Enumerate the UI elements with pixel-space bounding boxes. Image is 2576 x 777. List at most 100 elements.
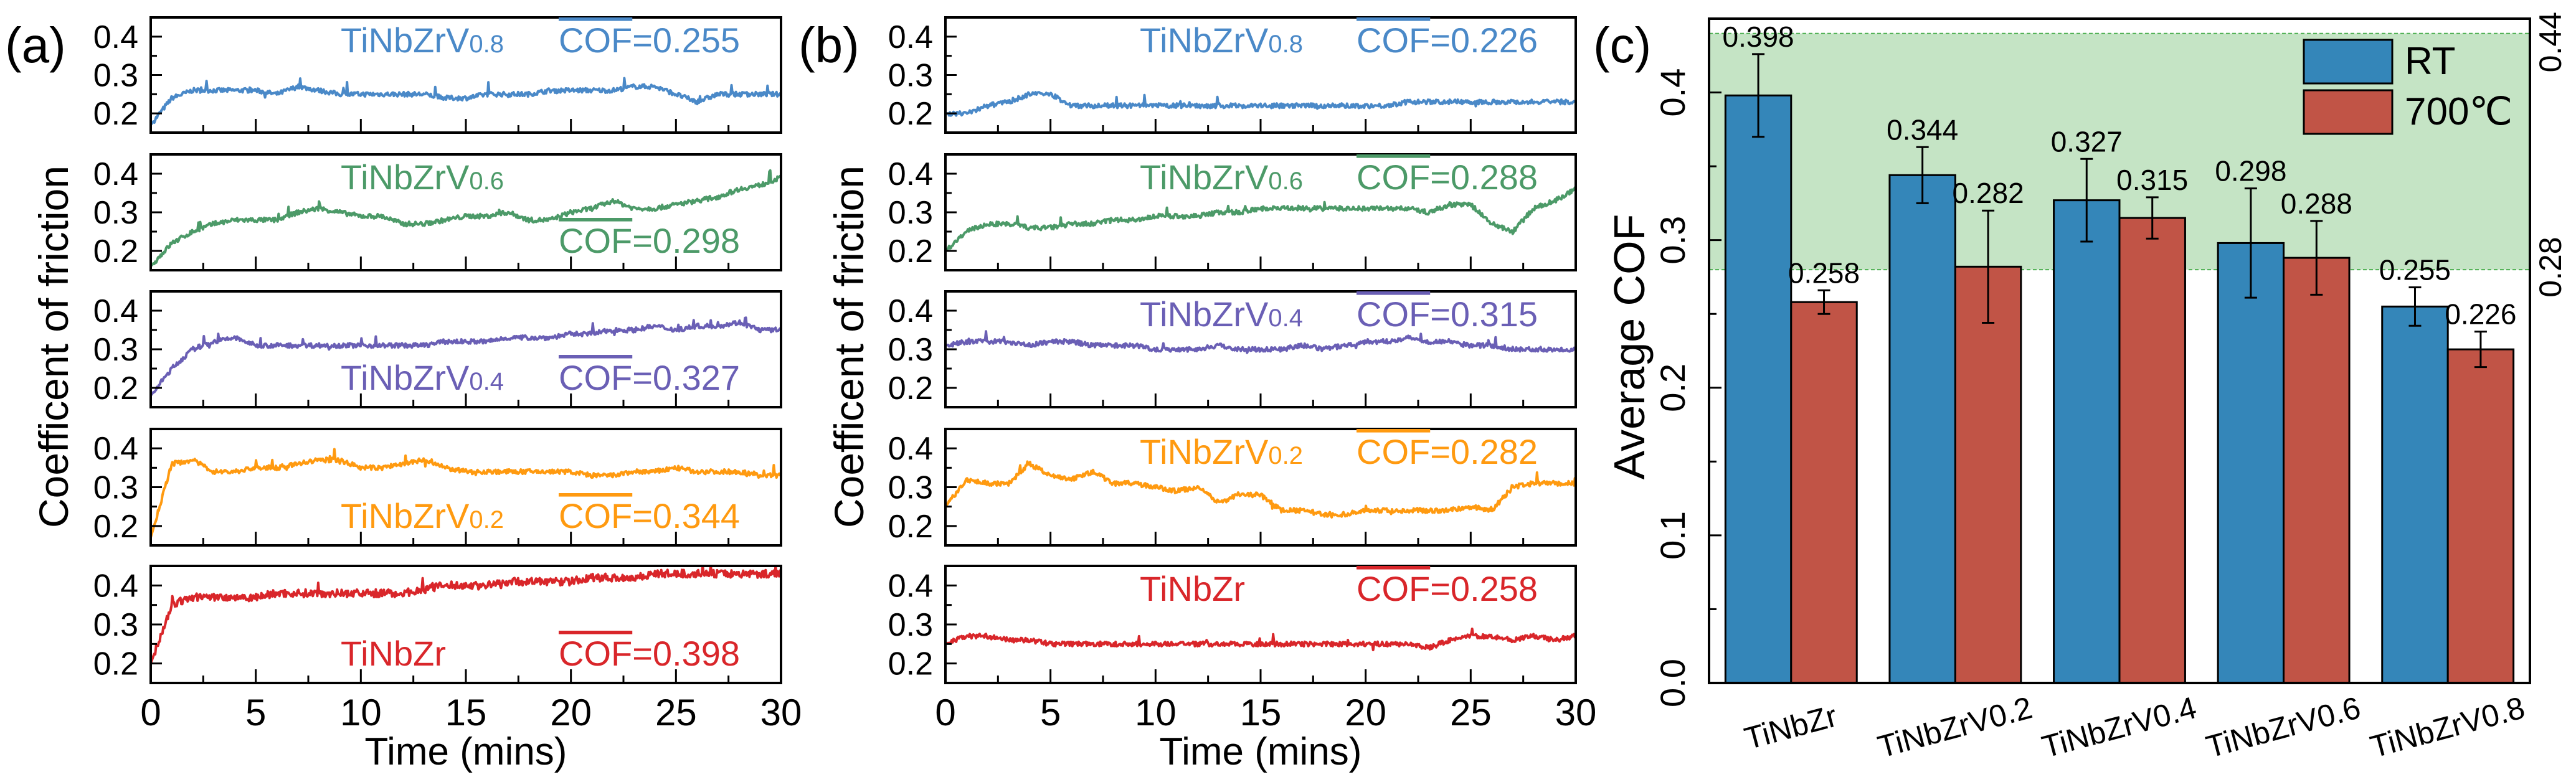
y-tick-label: 0.2 — [1653, 364, 1692, 412]
cof-label: COF=0.327 — [559, 358, 740, 397]
x-tick-label: 10 — [340, 692, 382, 733]
y-tick-label: 0.4 — [93, 568, 138, 604]
series-label: TiNbZrV0.2 — [341, 496, 504, 535]
cof-label: COF=0.398 — [559, 634, 740, 673]
bar — [2381, 305, 2449, 684]
y-tick-label: 0.4 — [888, 19, 933, 55]
panel-label: (b) — [798, 17, 859, 73]
y-tick-label: 0.2 — [93, 646, 138, 682]
y-tick-label: 0.2 — [93, 233, 138, 270]
bar-value-label: 0.255 — [2379, 254, 2451, 286]
category-label: TiNbZrV0.4 — [2039, 690, 2200, 765]
x-tick-label: 20 — [550, 692, 592, 733]
y-tick-label: 0.3 — [93, 58, 138, 94]
y-tick-label: 0.4 — [93, 156, 138, 192]
right-tick-label: 0.44 — [2533, 12, 2568, 72]
series-label: TiNbZrV0.6 — [341, 158, 504, 197]
cof-value: =0.288 — [1430, 158, 1538, 197]
x-axis-title: Time (mins) — [1160, 730, 1362, 773]
panel-c: (c) 0.398 0.258 TiNbZr 0.344 0.282 TiNbZrV0.2 0… — [1593, 12, 2568, 765]
cof-value: =0.344 — [632, 496, 740, 535]
series-name: TiNbZrV — [1140, 21, 1269, 60]
cof-value: =0.255 — [632, 21, 740, 60]
cof-overline-text: COF — [559, 358, 632, 397]
bar — [1724, 94, 1792, 684]
cof-value: =0.315 — [1430, 294, 1538, 334]
y-tick-label: 0.2 — [888, 233, 933, 270]
series-name: TiNbZrV — [341, 358, 470, 397]
cof-value: =0.226 — [1430, 21, 1538, 60]
series-label: TiNbZrV0.8 — [341, 21, 504, 60]
series-label: TiNbZrV0.8 — [1140, 21, 1303, 60]
subplot: 0.20.30.4 TiNbZr COF=0.398 — [93, 565, 782, 684]
bar — [2283, 257, 2351, 684]
series-subscript: 0.8 — [1268, 31, 1303, 58]
y-tick-label: 0.3 — [888, 58, 933, 94]
cof-overline-text: COF — [1357, 158, 1430, 197]
cof-overline-text: COF — [1357, 569, 1430, 608]
x-tick-label: 0 — [140, 692, 161, 733]
x-axis-title: Time (mins) — [365, 730, 567, 773]
bar-value-label: 0.327 — [2051, 125, 2123, 158]
subplot: 0.20.30.4 TiNbZrV0.8 COF=0.226 — [888, 16, 1577, 134]
y-axis-title: Coefficent of friction — [31, 166, 77, 528]
category-label: TiNbZrV0.8 — [2367, 690, 2529, 765]
cof-label: COF=0.344 — [559, 496, 740, 535]
y-tick-label: 0.3 — [888, 195, 933, 231]
bar — [1954, 265, 2022, 684]
bar-value-label: 0.298 — [2215, 155, 2286, 187]
cof-value: =0.282 — [1430, 432, 1538, 471]
bar-value-label: 0.315 — [2116, 164, 2188, 196]
y-tick-label: 0.4 — [93, 431, 138, 467]
series-subscript: 0.2 — [469, 506, 504, 534]
cof-label: COF=0.258 — [1357, 569, 1538, 608]
subplot: 0.20.30.4 TiNbZrV0.6 COF=0.298 — [93, 153, 782, 271]
series-label: TiNbZrV0.4 — [341, 358, 504, 397]
y-tick-label: 0.3 — [93, 332, 138, 368]
x-tick-label: 25 — [1450, 692, 1492, 733]
cof-curve — [945, 330, 1576, 354]
bar-value-label: 0.282 — [1953, 177, 2024, 209]
y-tick-label: 0.2 — [888, 370, 933, 407]
series-subscript: 0.4 — [1268, 304, 1303, 332]
cof-value: =0.298 — [632, 221, 740, 260]
x-tick-label: 15 — [1240, 692, 1282, 733]
y-tick-label: 0.2 — [888, 509, 933, 545]
cof-label: COF=0.282 — [1357, 432, 1538, 471]
x-tick-label: 30 — [760, 692, 802, 733]
x-tick-label: 15 — [445, 692, 487, 733]
subplot: 0.20.30.4 TiNbZrV0.8 COF=0.255 — [93, 16, 782, 134]
category-label: TiNbZrV0.6 — [2202, 690, 2364, 765]
subplot: 0.20.30.4 TiNbZrV0.6 COF=0.288 — [888, 153, 1577, 271]
series-label: TiNbZrV0.2 — [1140, 432, 1303, 471]
y-tick-label: 0.4 — [93, 19, 138, 55]
bar-value-label: 0.344 — [1887, 113, 1958, 146]
series-subscript: 0.4 — [469, 368, 504, 395]
y-tick-label: 0.4 — [888, 293, 933, 329]
cof-label: COF=0.298 — [559, 221, 740, 260]
cof-curve — [944, 186, 1577, 252]
x-tick-label: 0 — [935, 692, 955, 733]
cof-label: COF=0.255 — [559, 21, 740, 60]
cof-curve — [149, 77, 782, 126]
series-subscript: 0.6 — [469, 167, 504, 195]
bar — [1790, 301, 1858, 684]
y-tick-label: 0.4 — [1653, 68, 1692, 117]
y-tick-label: 0.2 — [93, 509, 138, 545]
y-tick-label: 0.3 — [888, 470, 933, 506]
y-tick-label: 0.0 — [1653, 659, 1692, 707]
series-label: TiNbZrV0.6 — [1140, 158, 1303, 197]
y-tick-label: 0.2 — [888, 646, 933, 682]
legend-label: RT — [2405, 40, 2456, 83]
cof-overline-text: COF — [1357, 432, 1430, 471]
series-subscript: 0.6 — [1268, 167, 1303, 195]
panel-a: (a)0.20.30.4 TiNbZrV0.8 COF=0.2550.20.30.4… — [5, 16, 802, 773]
cof-overline-text: COF — [559, 634, 632, 673]
series-label: TiNbZr — [341, 634, 446, 673]
bar — [1888, 174, 1956, 684]
series-name: TiNbZrV — [1140, 432, 1269, 471]
series-name: TiNbZrV — [341, 158, 470, 197]
series-name: TiNbZrV — [341, 496, 470, 535]
